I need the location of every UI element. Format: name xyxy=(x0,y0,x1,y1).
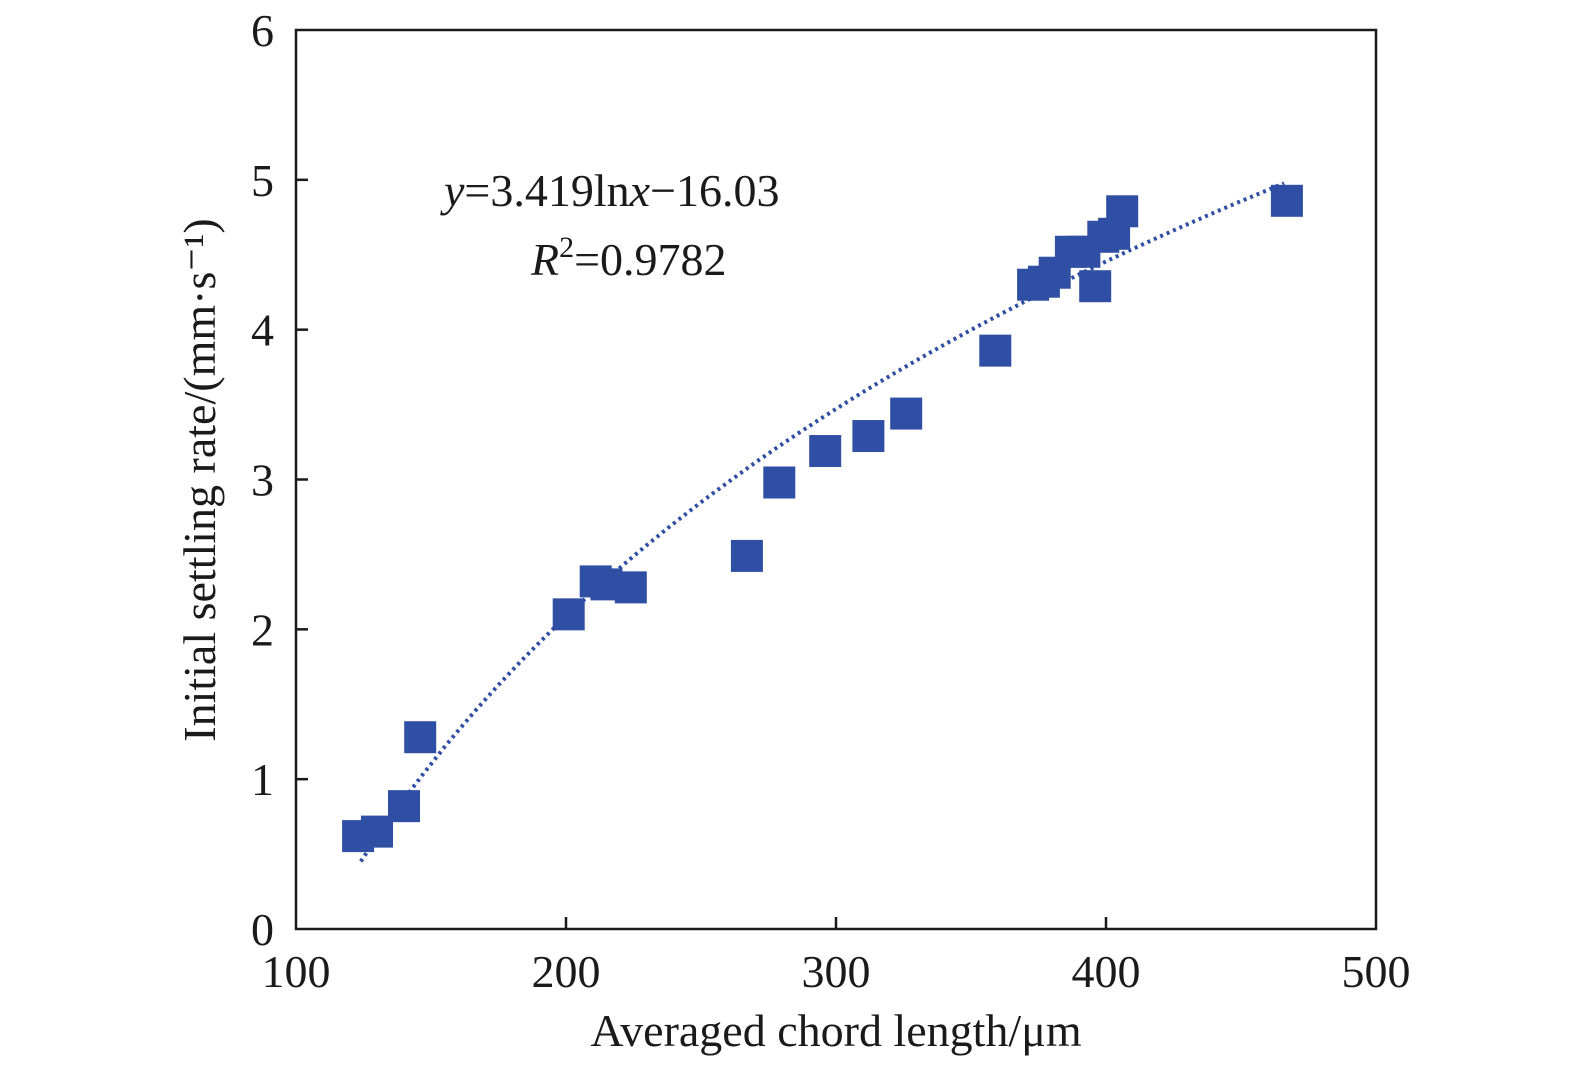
x-tick-label: 200 xyxy=(532,946,601,997)
data-point xyxy=(890,397,923,430)
trendline-layer xyxy=(359,181,1285,863)
data-point xyxy=(1079,270,1112,303)
y-tick-label: 0 xyxy=(251,904,274,955)
data-point xyxy=(809,435,842,468)
x-tick-label: 300 xyxy=(802,946,871,997)
r-squared-sup: 2 xyxy=(559,231,574,264)
data-point xyxy=(552,598,585,631)
ticks-layer: 100 200 300 400 500 0 1 2 3 4 5 6 xyxy=(251,5,1411,997)
y-axis-title: Initial settling rate/(mm·s⁻¹) xyxy=(174,218,225,742)
r-squared-value: =0.9782 xyxy=(574,234,726,285)
data-point xyxy=(614,571,647,604)
data-point xyxy=(763,466,796,499)
x-tick-label: 500 xyxy=(1342,946,1411,997)
y-tick-label: 4 xyxy=(251,305,274,356)
r-squared-var: R xyxy=(530,234,559,285)
y-tick-label: 1 xyxy=(251,754,274,805)
data-points-layer xyxy=(342,184,1303,853)
r-squared: R2=0.9782 xyxy=(530,231,727,285)
trend-equation: y=3.419lnx−16.03 xyxy=(440,165,780,216)
data-point xyxy=(979,334,1012,367)
y-tick-label: 5 xyxy=(251,155,274,206)
data-point xyxy=(730,539,763,572)
trendline-annotation: y=3.419lnx−16.03 R2=0.9782 xyxy=(440,165,780,285)
data-point xyxy=(404,721,437,754)
data-point xyxy=(1106,195,1139,228)
y-tick-label: 2 xyxy=(251,604,274,655)
data-point xyxy=(852,420,885,453)
x-tick-label: 100 xyxy=(262,946,331,997)
data-point xyxy=(388,790,420,823)
trendline xyxy=(359,181,1285,863)
equation-part-1: =3.419ln xyxy=(464,165,629,216)
equation-y-var: y xyxy=(440,165,465,216)
data-point xyxy=(1270,184,1303,217)
x-axis-title: Averaged chord length/μm xyxy=(590,1005,1082,1056)
x-tick-label: 400 xyxy=(1072,946,1141,997)
data-point xyxy=(361,815,393,848)
y-tick-label: 6 xyxy=(251,5,274,56)
equation-part-2: −16.03 xyxy=(650,165,779,216)
y-tick-label: 3 xyxy=(251,455,274,506)
equation-x-var: x xyxy=(629,165,651,216)
